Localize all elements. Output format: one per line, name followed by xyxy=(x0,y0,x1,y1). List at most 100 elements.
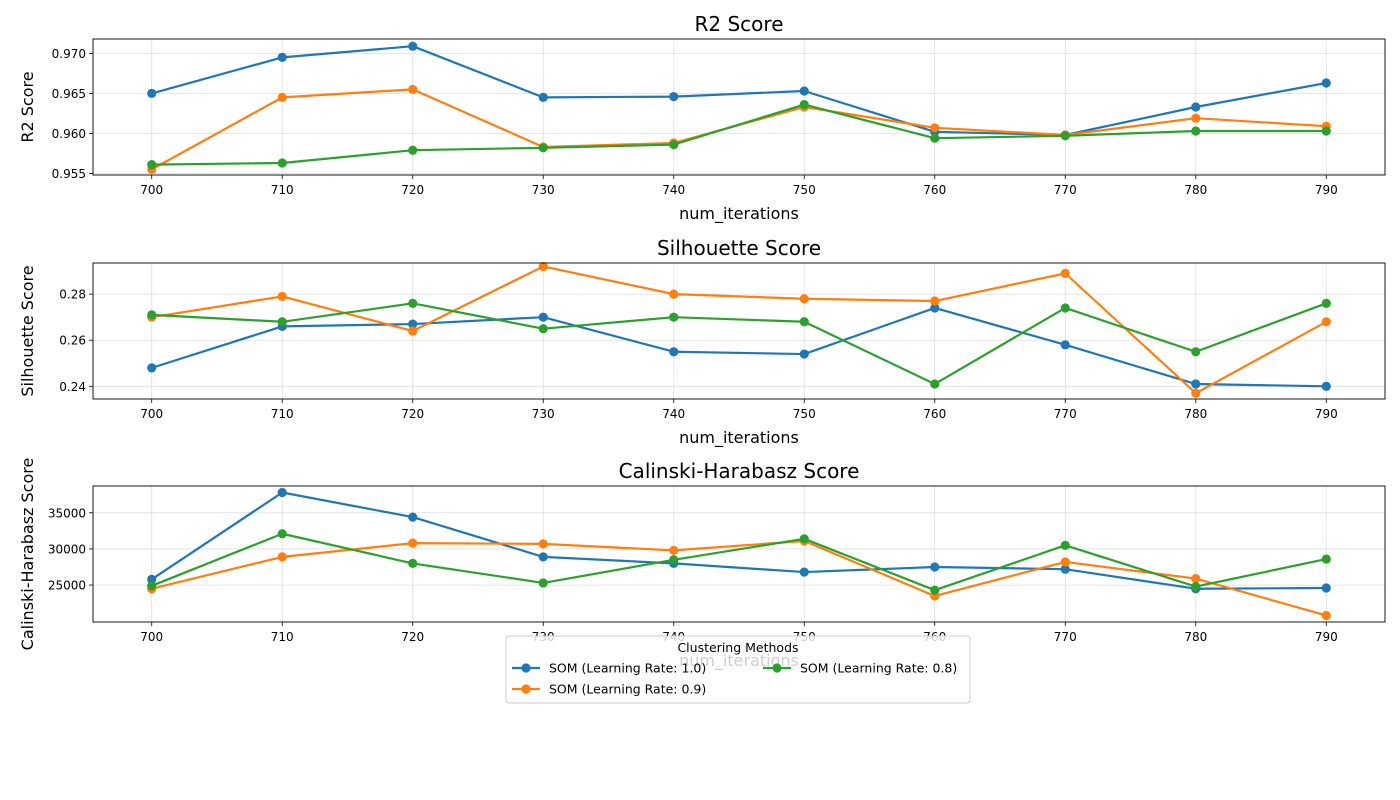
data-point xyxy=(408,326,418,336)
series-line-3 xyxy=(151,532,1327,592)
legend-entry-label: SOM (Learning Rate: 0.9) xyxy=(549,682,706,697)
x-tick-label: 780 xyxy=(1184,630,1207,644)
data-point xyxy=(147,88,157,98)
data-point xyxy=(1191,581,1201,592)
data-point xyxy=(1191,388,1201,398)
axes-frame xyxy=(92,38,1386,176)
data-point xyxy=(538,552,548,562)
y-tick-label: 25000 xyxy=(48,579,86,593)
subplot-1: 700 710 720 730 740 750 760 770 780 790 0.955 0.960… xyxy=(18,12,1386,224)
data-point xyxy=(408,84,418,94)
y-tick-label: 0.28 xyxy=(59,288,86,302)
y-axis-label: Calinski-Harabasz Score xyxy=(18,458,37,651)
data-point xyxy=(669,347,679,357)
y-tick-label: 0.960 xyxy=(52,127,86,141)
legend-marker xyxy=(772,663,782,673)
data-point xyxy=(277,529,287,539)
data-point xyxy=(799,317,809,327)
x-tick-label: 720 xyxy=(401,407,424,421)
legend-title: Clustering Methods xyxy=(677,640,798,655)
data-point xyxy=(147,574,157,584)
data-point xyxy=(669,289,679,299)
data-point xyxy=(1060,340,1070,350)
chart-title: R2 Score xyxy=(695,12,784,36)
legend-marker xyxy=(521,684,531,694)
data-point xyxy=(799,349,809,359)
y-tick-label: 0.965 xyxy=(52,87,86,101)
data-point xyxy=(1321,381,1331,391)
data-point xyxy=(799,294,809,304)
data-point xyxy=(408,41,418,51)
data-point xyxy=(930,379,940,389)
x-tick-label: 730 xyxy=(532,183,555,197)
series-line-2 xyxy=(151,88,1327,171)
data-point xyxy=(669,140,679,150)
y-tick-label: 0.26 xyxy=(59,334,86,348)
y-tick-label: 0.955 xyxy=(52,167,86,181)
x-tick-label: 770 xyxy=(1054,407,1077,421)
x-tick-label: 710 xyxy=(271,183,294,197)
data-point xyxy=(1321,610,1331,621)
subplot-2: 700 710 720 730 740 750 760 770 780 790 0.24 0.26 0.… xyxy=(18,236,1386,448)
x-tick-label: 730 xyxy=(532,407,555,421)
data-point xyxy=(1321,126,1331,136)
x-tick-label: 720 xyxy=(401,630,424,644)
data-point xyxy=(1191,379,1201,389)
legend-entry-label: SOM (Learning Rate: 1.0) xyxy=(549,661,706,676)
data-point xyxy=(408,512,418,522)
data-point xyxy=(408,298,418,308)
data-point xyxy=(538,261,548,272)
data-point xyxy=(1060,564,1070,574)
data-point xyxy=(277,487,287,498)
series-line-2 xyxy=(151,539,1327,617)
chart-title: Calinski-Harabasz Score xyxy=(619,459,860,483)
data-point xyxy=(930,585,940,595)
data-point xyxy=(930,133,940,143)
data-point xyxy=(1060,268,1070,278)
x-tick-label: 750 xyxy=(793,183,816,197)
x-tick-label: 710 xyxy=(271,407,294,421)
legend: Clustering Methods SOM (Learning Rate: 1.… xyxy=(505,635,971,704)
x-tick-label: 700 xyxy=(140,183,163,197)
x-tick-label: 790 xyxy=(1315,183,1338,197)
x-tick-label: 740 xyxy=(662,407,685,421)
data-point xyxy=(930,303,940,313)
data-point xyxy=(1060,540,1070,550)
data-point xyxy=(930,562,940,572)
x-tick-label: 720 xyxy=(401,183,424,197)
data-point xyxy=(1191,126,1201,136)
x-tick-label: 780 xyxy=(1184,183,1207,197)
x-tick-label: 770 xyxy=(1054,630,1077,644)
data-point xyxy=(538,539,548,549)
y-tick-label: 35000 xyxy=(48,506,86,520)
axes-frame xyxy=(92,262,1386,400)
data-point xyxy=(408,145,418,155)
data-point xyxy=(408,538,418,548)
data-point xyxy=(799,534,809,544)
data-point xyxy=(277,52,287,63)
data-point xyxy=(669,555,679,565)
data-point xyxy=(669,312,679,322)
data-point xyxy=(1321,583,1331,593)
data-point xyxy=(1321,554,1331,564)
data-point xyxy=(1191,573,1201,584)
data-point xyxy=(1321,78,1331,88)
axes-frame xyxy=(92,485,1386,623)
series-line-2 xyxy=(151,265,1327,395)
series-line-1 xyxy=(151,306,1327,388)
data-point xyxy=(277,317,287,327)
series-line-3 xyxy=(151,103,1327,166)
data-point xyxy=(538,92,548,102)
x-tick-label: 770 xyxy=(1054,183,1077,197)
data-point xyxy=(277,92,287,102)
y-tick-label: 30000 xyxy=(48,542,86,556)
data-point xyxy=(1321,298,1331,308)
subplot-3: 7007107207307407507607707807902500030000… xyxy=(18,458,1386,671)
data-point xyxy=(930,296,940,306)
x-tick-label: 700 xyxy=(140,630,163,644)
data-point xyxy=(930,123,940,133)
x-tick-label: 740 xyxy=(662,183,685,197)
data-point xyxy=(799,567,809,577)
data-point xyxy=(669,545,679,555)
data-point xyxy=(1060,557,1070,567)
